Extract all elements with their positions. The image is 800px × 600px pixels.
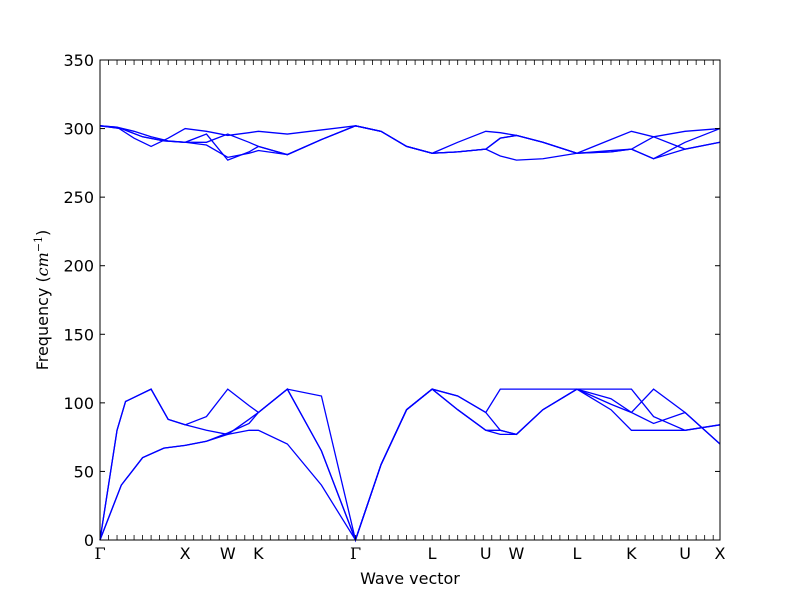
x-tick-label: L (428, 544, 437, 563)
band-line-3 (99, 388, 721, 542)
x-tick-label: W (220, 544, 236, 563)
band-line-1 (99, 388, 721, 542)
y-axis-label-text: Frequency ( (33, 276, 52, 370)
y-tick-label: 250 (63, 188, 94, 207)
x-tick-label: Γ (350, 544, 361, 563)
y-axis-label-close: ) (33, 230, 52, 236)
x-tick-label: W (509, 544, 525, 563)
y-tick-label: 200 (63, 257, 94, 276)
x-tick-label: X (180, 544, 191, 563)
band-line-2 (99, 388, 721, 542)
x-axis-label: Wave vector (360, 569, 460, 588)
x-tick-label: K (253, 544, 264, 563)
band-line-4 (99, 388, 721, 543)
x-tick-label: U (480, 544, 492, 563)
x-tick-label: L (572, 544, 581, 563)
x-tick-label: K (626, 544, 637, 563)
band-lines (99, 125, 721, 543)
y-tick-label: 350 (63, 51, 94, 70)
band-line-8 (99, 125, 721, 161)
x-tick-label: X (715, 544, 726, 563)
x-tick-label: Γ (94, 544, 105, 563)
minor-ticks (99, 60, 714, 540)
y-axis-ticks: 0 50 100 150 200 250 300 350 (63, 51, 720, 550)
y-axis-label: Frequency (cm−1) (32, 230, 53, 371)
y-tick-label: 300 (63, 120, 94, 139)
y-tick-label: 100 (63, 394, 94, 413)
plot-frame (99, 59, 721, 541)
y-tick-label: 50 (74, 462, 94, 481)
y-axis-label-exponent: −1 (32, 236, 45, 252)
y-tick-label: 150 (63, 325, 94, 344)
y-axis-label-unit: cm (33, 252, 52, 276)
x-tick-label: U (679, 544, 691, 563)
y-tick-label: 0 (84, 531, 94, 550)
